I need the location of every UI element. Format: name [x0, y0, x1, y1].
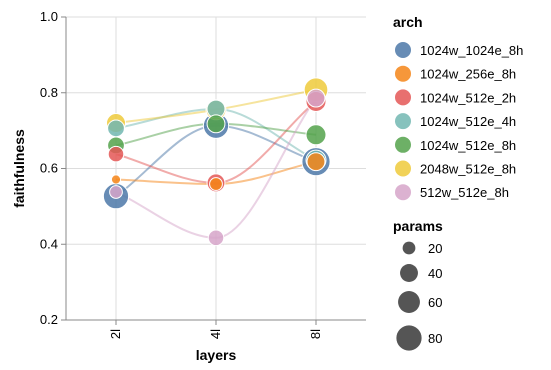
data-point-1024w_256e_8h-4l [209, 177, 223, 191]
size-legend-label-40: 40 [428, 266, 442, 281]
legend-label-1024w_256e_8h: 1024w_256e_8h [420, 67, 516, 82]
x-tick-label: 8l [308, 329, 323, 339]
data-point-512w_512e_8h-2l [109, 185, 123, 199]
x-tick-label: 2l [108, 329, 123, 339]
axes: 0.2 0.4 0.6 0.8 1.0 2l 4l 8l layers faithfulness [11, 9, 366, 363]
y-tick-label: 1.0 [40, 9, 58, 24]
size-legend-symbol-40 [400, 264, 418, 282]
legend: arch 1024w_1024e_8h 1024w_256e_8h 1024w_512… [393, 14, 523, 351]
legend-title-arch: arch [393, 14, 423, 30]
y-tick-label: 0.8 [40, 85, 58, 100]
size-legend-symbol-20 [402, 241, 416, 255]
legend-label-512w_512e_8h: 512w_512e_8h [420, 185, 509, 200]
size-legend-label-80: 80 [428, 331, 442, 346]
data-point-1024w_256e_8h-8l [306, 152, 326, 172]
y-tick-label: 0.6 [40, 161, 58, 176]
size-legend-label-60: 60 [428, 295, 442, 310]
legend-swatch-1024w_512e_4h [395, 113, 411, 130]
grid [66, 16, 366, 321]
data-point-1024w_512e_2h-2l [107, 145, 125, 163]
legend-swatch-1024w_256e_8h [395, 65, 411, 82]
data-point-1024w_256e_8h-2l [110, 174, 122, 185]
legend-label-2048w_512e_8h: 2048w_512e_8h [420, 162, 516, 177]
legend-swatch-1024w_1024e_8h [395, 42, 411, 58]
data-point-1024w_512e_8h-4l [206, 114, 226, 134]
data-point-512w_512e_8h-4l [207, 229, 225, 247]
data-point-1024w_512e_8h-8l [305, 124, 327, 146]
size-legend-symbol-60 [398, 291, 420, 313]
legend-label-1024w_512e_2h: 1024w_512e_2h [420, 90, 516, 105]
legend-label-1024w_512e_4h: 1024w_512e_4h [420, 114, 516, 129]
legend-title-params: params [393, 218, 443, 234]
size-legend-label-20: 20 [428, 241, 442, 256]
data-points [102, 77, 331, 247]
data-point-512w_512e_8h-8l [306, 88, 326, 108]
legend-swatch-512w_512e_8h [395, 184, 411, 201]
x-axis-title: layers [196, 347, 237, 363]
legend-swatch-1024w_512e_2h [395, 89, 411, 106]
legend-swatch-2048w_512e_8h [395, 160, 411, 177]
y-tick-label: 0.2 [40, 312, 58, 327]
size-legend-symbol-80 [396, 325, 422, 351]
y-axis-title: faithfulness [11, 129, 27, 208]
legend-swatch-1024w_512e_8h [395, 136, 411, 153]
y-tick-label: 0.4 [40, 236, 58, 251]
legend-label-1024w_1024e_8h: 1024w_1024e_8h [420, 43, 523, 58]
legend-label-1024w_512e_8h: 1024w_512e_8h [420, 138, 516, 153]
data-point-1024w_512e_4h-2l [107, 119, 125, 138]
x-tick-label: 4l [208, 329, 223, 339]
